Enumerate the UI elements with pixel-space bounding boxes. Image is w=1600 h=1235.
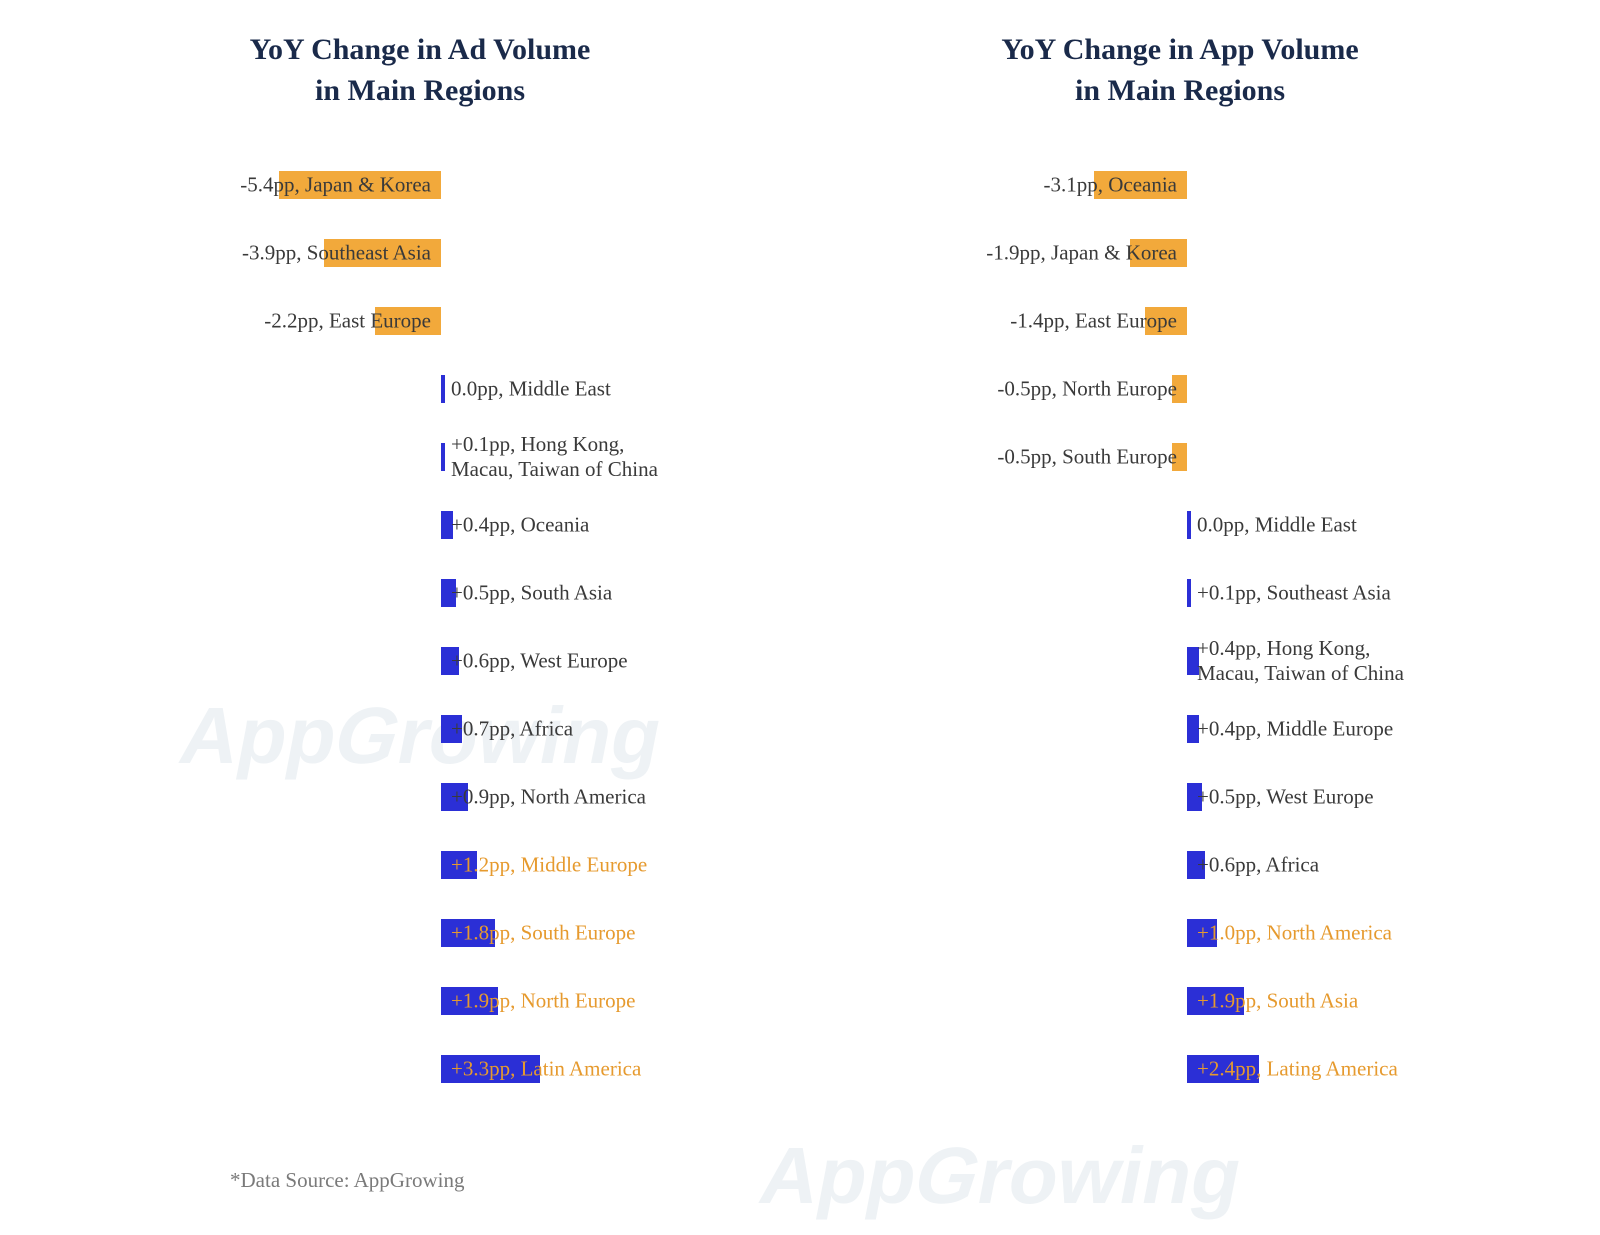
- bar-label: -3.1pp, Oceania: [1043, 172, 1177, 197]
- bar-row: -0.5pp, South Europe: [830, 423, 1530, 491]
- bar-label: -1.4pp, East Europe: [1010, 308, 1177, 333]
- bar-label: +0.1pp, Hong Kong, Macau, Taiwan of Chin…: [451, 432, 658, 482]
- bar-label: +0.5pp, West Europe: [1197, 784, 1374, 809]
- bar-label: +0.6pp, West Europe: [451, 648, 628, 673]
- bar-rect: [1187, 579, 1191, 607]
- bar-label: 0.0pp, Middle East: [451, 376, 611, 401]
- bar-label: -1.9pp, Japan & Korea: [986, 240, 1177, 265]
- bar-row: +0.5pp, West Europe: [830, 763, 1530, 831]
- bar-label: +0.7pp, Africa: [451, 716, 573, 741]
- bar-label: +2.4pp, Lating America: [1197, 1056, 1398, 1081]
- chart-app-volume: YoY Change in App Volume in Main Regions…: [830, 30, 1530, 1103]
- bar-label: -5.4pp, Japan & Korea: [240, 172, 431, 197]
- bar-row: +1.2pp, Middle Europe: [70, 831, 770, 899]
- bar-row: +0.6pp, Africa: [830, 831, 1530, 899]
- bar-row: +0.1pp, Hong Kong, Macau, Taiwan of Chin…: [70, 423, 770, 491]
- bar-row: +0.4pp, Hong Kong, Macau, Taiwan of Chin…: [830, 627, 1530, 695]
- footnote: *Data Source: AppGrowing: [230, 1168, 464, 1193]
- bar-row: +1.0pp, North America: [830, 899, 1530, 967]
- bar-label: -0.5pp, North Europe: [997, 376, 1177, 401]
- bar-label: +1.9pp, South Asia: [1197, 988, 1358, 1013]
- bar-row: +0.4pp, Middle Europe: [830, 695, 1530, 763]
- bars-area-app: -3.1pp, Oceania -1.9pp, Japan & Korea -1.4…: [830, 151, 1530, 1103]
- bar-row: +0.4pp, Oceania: [70, 491, 770, 559]
- bar-label: +1.9pp, North Europe: [451, 988, 635, 1013]
- bar-label: +3.3pp, Latin America: [451, 1056, 641, 1081]
- bar-row: +3.3pp, Latin America: [70, 1035, 770, 1103]
- bar-label: +1.2pp, Middle Europe: [451, 852, 647, 877]
- chart-title-app: YoY Change in App Volume in Main Regions: [830, 30, 1530, 111]
- bar-row: +0.6pp, West Europe: [70, 627, 770, 695]
- chart-ad-volume: YoY Change in Ad Volume in Main Regions …: [70, 30, 770, 1103]
- bar-label: +0.4pp, Middle Europe: [1197, 716, 1393, 741]
- bar-label: 0.0pp, Middle East: [1197, 512, 1357, 537]
- bar-row: +0.9pp, North America: [70, 763, 770, 831]
- bar-row: +1.9pp, North Europe: [70, 967, 770, 1035]
- bar-row: 0.0pp, Middle East: [830, 491, 1530, 559]
- charts-row: YoY Change in Ad Volume in Main Regions …: [0, 0, 1600, 1103]
- bar-label: -0.5pp, South Europe: [997, 444, 1177, 469]
- bar-rect: [441, 375, 445, 403]
- bar-row: +2.4pp, Lating America: [830, 1035, 1530, 1103]
- bar-label: +0.6pp, Africa: [1197, 852, 1319, 877]
- bar-row: +1.8pp, South Europe: [70, 899, 770, 967]
- bar-label: +0.9pp, North America: [451, 784, 646, 809]
- bar-row: -0.5pp, North Europe: [830, 355, 1530, 423]
- bar-row: +0.7pp, Africa: [70, 695, 770, 763]
- bar-rect: [1187, 511, 1191, 539]
- bar-row: +1.9pp, South Asia: [830, 967, 1530, 1035]
- bar-label: +0.1pp, Southeast Asia: [1197, 580, 1391, 605]
- watermark-2: AppGrowing: [760, 1130, 1240, 1222]
- bar-label: +0.4pp, Oceania: [451, 512, 589, 537]
- bar-row: -1.4pp, East Europe: [830, 287, 1530, 355]
- bar-row: -3.1pp, Oceania: [830, 151, 1530, 219]
- bar-label: -3.9pp, Southeast Asia: [242, 240, 431, 265]
- bar-row: -1.9pp, Japan & Korea: [830, 219, 1530, 287]
- chart-title-ad: YoY Change in Ad Volume in Main Regions: [70, 30, 770, 111]
- bar-label: +0.4pp, Hong Kong, Macau, Taiwan of Chin…: [1197, 636, 1404, 686]
- bar-row: -5.4pp, Japan & Korea: [70, 151, 770, 219]
- bar-label: +1.8pp, South Europe: [451, 920, 636, 945]
- bar-label: -2.2pp, East Europe: [264, 308, 431, 333]
- bar-row: +0.5pp, South Asia: [70, 559, 770, 627]
- bar-row: +0.1pp, Southeast Asia: [830, 559, 1530, 627]
- bars-area-ad: -5.4pp, Japan & Korea -3.9pp, Southeast A…: [70, 151, 770, 1103]
- bar-label: +0.5pp, South Asia: [451, 580, 612, 605]
- bar-row: -3.9pp, Southeast Asia: [70, 219, 770, 287]
- bar-label: +1.0pp, North America: [1197, 920, 1392, 945]
- bar-row: -2.2pp, East Europe: [70, 287, 770, 355]
- bar-rect: [441, 443, 445, 471]
- bar-row: 0.0pp, Middle East: [70, 355, 770, 423]
